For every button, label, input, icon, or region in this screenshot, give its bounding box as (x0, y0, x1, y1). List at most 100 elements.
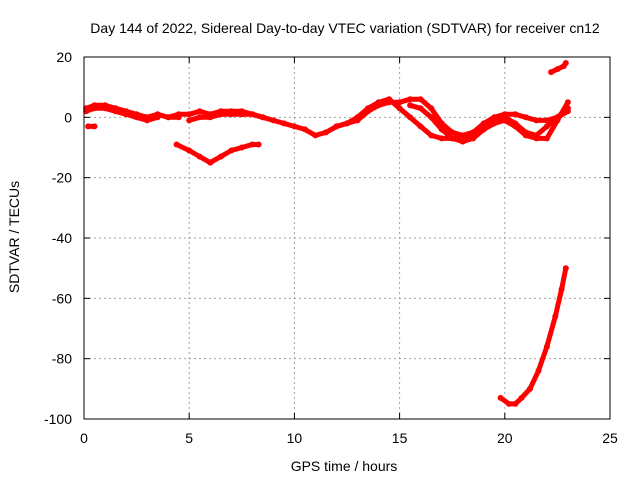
data-point (228, 111, 235, 118)
data-point (365, 108, 371, 115)
data-layer (83, 60, 571, 407)
data-point (438, 135, 445, 142)
data-point (238, 144, 245, 151)
data-point (259, 114, 266, 121)
y-tick-label: -20 (52, 170, 72, 186)
data-point (438, 126, 445, 133)
data-point (533, 135, 540, 142)
data-point (533, 117, 540, 124)
data-point (428, 105, 435, 112)
data-point (91, 123, 98, 130)
data-point (165, 114, 172, 121)
data-point (112, 108, 119, 115)
data-point (207, 159, 214, 166)
data-point (417, 96, 424, 103)
data-point (312, 132, 319, 139)
y-tick-label: 20 (56, 49, 72, 65)
data-point (255, 141, 262, 148)
data-point (552, 313, 559, 320)
data-point (344, 120, 350, 127)
y-tick-label: -40 (52, 230, 72, 246)
data-point (196, 108, 203, 115)
data-point (217, 153, 224, 160)
data-point (512, 123, 519, 130)
data-point (554, 66, 561, 73)
data-point (301, 126, 308, 133)
data-point (291, 123, 298, 130)
y-tick-label: -100 (44, 411, 72, 427)
data-point (470, 135, 477, 142)
axis-ticks: 0 5 10 15 20 25 -100 -80 -60 -40 -20 0 20 (44, 49, 618, 446)
data-point (85, 123, 92, 130)
series-track-early-upper (83, 102, 182, 120)
data-point (417, 123, 424, 130)
data-point (522, 132, 529, 139)
data-point (522, 114, 529, 121)
data-point (518, 394, 525, 401)
data-point (558, 286, 565, 293)
data-point (543, 343, 550, 350)
y-axis-label: SDTVAR / TECUs (6, 181, 22, 293)
data-point (562, 60, 569, 66)
data-point (407, 102, 414, 109)
data-point (449, 135, 456, 142)
x-tick-label: 25 (602, 430, 618, 446)
data-point (396, 99, 403, 106)
data-point (417, 105, 424, 112)
data-point (407, 114, 414, 121)
data-point (354, 117, 361, 124)
data-point (407, 96, 414, 103)
x-tick-label: 15 (392, 430, 408, 446)
data-point (270, 117, 277, 124)
x-tick-label: 5 (185, 430, 193, 446)
data-point (175, 111, 182, 118)
data-point (186, 147, 193, 154)
data-point (173, 141, 180, 148)
data-point (491, 120, 498, 127)
y-tick-label: -80 (52, 351, 72, 367)
data-point (83, 108, 90, 115)
data-point (396, 105, 403, 112)
data-point (186, 117, 193, 124)
x-axis-label: GPS time / hours (291, 458, 398, 474)
series-track-noon-b (407, 102, 571, 144)
data-point (564, 99, 571, 106)
data-point (512, 400, 519, 407)
data-point (512, 111, 519, 118)
data-point (91, 105, 98, 112)
data-point (428, 114, 435, 121)
chart-title: Day 144 of 2022, Sidereal Day-to-day VTE… (90, 20, 600, 36)
data-point (196, 153, 203, 160)
data-point (428, 132, 435, 139)
data-point (154, 114, 161, 121)
data-point (527, 385, 533, 392)
data-point (333, 123, 340, 130)
data-point (501, 117, 508, 124)
series-track-plunge (498, 265, 569, 407)
data-point (123, 111, 130, 118)
data-point (217, 111, 224, 118)
data-point (280, 120, 287, 127)
x-tick-label: 10 (287, 430, 303, 446)
data-point (102, 105, 108, 112)
data-point (548, 69, 555, 76)
data-point (459, 132, 466, 139)
data-point (375, 102, 382, 109)
data-point (480, 126, 487, 133)
data-point (386, 99, 393, 106)
data-point (196, 114, 203, 121)
data-point (323, 129, 329, 136)
x-tick-label: 0 (80, 430, 88, 446)
data-point (186, 111, 193, 118)
data-point (543, 135, 550, 142)
data-point (228, 147, 235, 154)
data-point (238, 111, 245, 118)
data-point (497, 394, 504, 401)
data-point (249, 141, 256, 148)
data-point (207, 114, 214, 121)
x-tick-label: 20 (497, 430, 513, 446)
data-point (543, 123, 550, 130)
y-tick-label: 0 (64, 109, 72, 125)
